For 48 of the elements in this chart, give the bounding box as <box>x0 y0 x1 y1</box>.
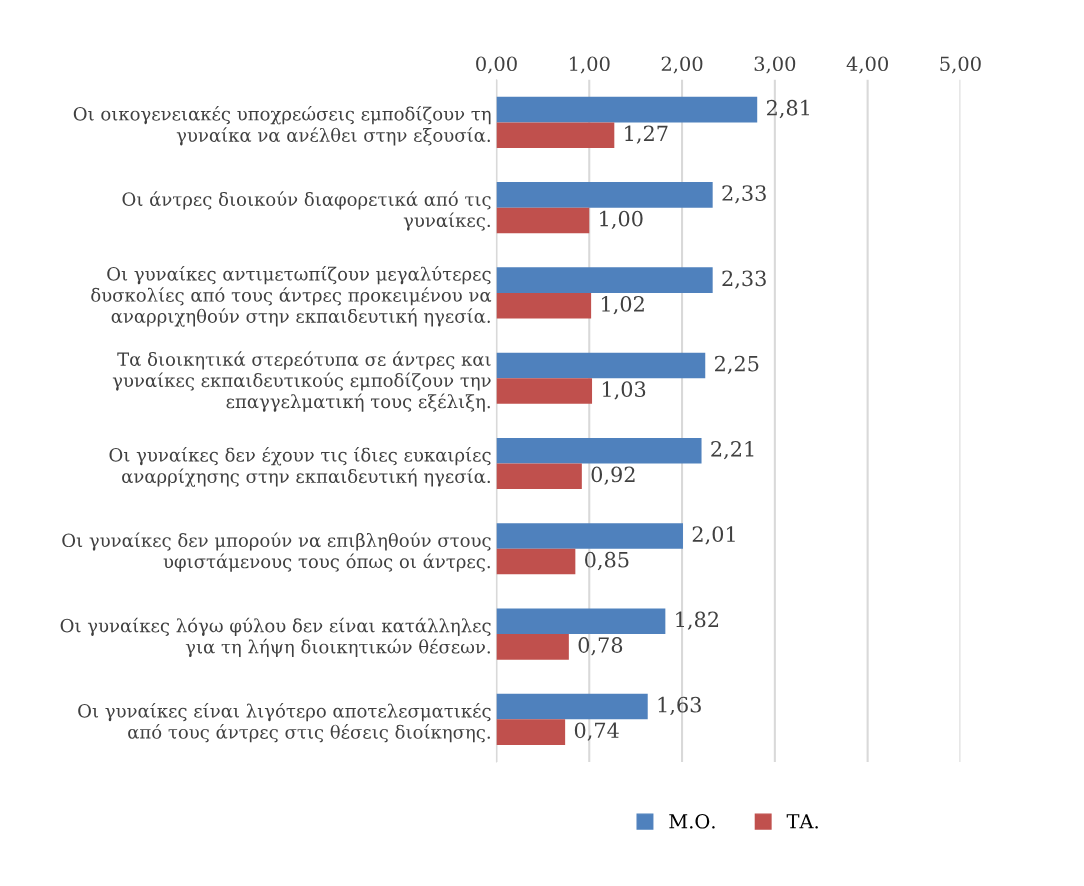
bar <box>496 207 590 234</box>
data-label: 2,25 <box>715 355 759 375</box>
bar <box>496 719 566 745</box>
data-label: 1,63 <box>658 696 701 716</box>
data-label: 1,00 <box>600 210 643 230</box>
x-tick-label: 1,00 <box>569 56 610 74</box>
bar <box>496 182 713 208</box>
y-tick-label: Οι γυναίκες δεν έχουν τις ίδιες ευκαιρίες αναρρίχησης στην εκπαιδευτική ηγεσία. <box>109 447 491 487</box>
y-tick-label: Οι γυναίκες δεν μπορούν να επιβληθούν στους υφιστάμενους τους όπως οι άντρες. <box>62 532 491 572</box>
y-tick-label: Οι γυναίκες είναι λιγότερο αποτελεσματικές από τους άντρες στις θέσεις διοίκησης. <box>78 702 491 743</box>
data-label: 2,21 <box>711 440 754 460</box>
y-tick-label: Οι οικογενειακές υποχρεώσεις εμποδίζουν τη γυναίκα να ανέλθει στην εξουσία. <box>73 105 491 146</box>
data-label: 0,85 <box>585 551 629 571</box>
bar <box>496 96 758 123</box>
data-label: 1,02 <box>601 296 644 315</box>
data-label: 0,74 <box>574 722 619 741</box>
legend-label: Μ.Ο. <box>669 813 715 829</box>
x-tick-label: 3,00 <box>754 56 796 74</box>
bar <box>496 122 615 148</box>
bar <box>496 523 683 549</box>
bar <box>496 352 706 379</box>
bar <box>496 292 592 319</box>
y-tick-label: Οι γυναίκες λόγω φύλου δεν είναι κατάλληλες για τη λήψη διοικητικών θέσεων. <box>60 617 491 658</box>
bar <box>496 608 666 635</box>
data-label: 1,27 <box>625 125 668 144</box>
data-label: 2,33 <box>722 185 766 204</box>
bar <box>496 693 648 720</box>
bar <box>496 378 593 404</box>
data-label: 2,81 <box>766 99 809 119</box>
data-label: 0,92 <box>591 466 635 485</box>
data-label: 0,78 <box>578 637 623 656</box>
bar <box>496 548 576 575</box>
bar <box>496 634 569 660</box>
bar <box>496 267 713 293</box>
y-tick-label: Τα διοικητικά στερεότυπα σε άντρες και γυναίκες εκπαιδευτικούς εμποδίζουν την επαγγελματική τους εξέλιξη. <box>112 351 491 412</box>
x-tick-label: 5,00 <box>940 56 981 74</box>
bar <box>496 437 702 464</box>
x-tick-label: 2,00 <box>661 56 703 74</box>
bar <box>496 463 582 490</box>
x-tick-label: 0,00 <box>476 56 517 74</box>
data-label: 1,03 <box>602 381 646 400</box>
y-tick-label: Οι γυναίκες αντιμετωπίζουν μεγαλύτερες δυσκολίες από τους άντρες προκειμένου να αναρριχηθούν στην εκπαιδευτική ηγεσία. <box>91 266 492 327</box>
data-label: 2,33 <box>722 270 766 289</box>
legend-label: ΤΑ. <box>786 814 818 829</box>
data-label: 1,82 <box>676 611 719 630</box>
data-label: 2,01 <box>692 526 735 545</box>
x-tick-label: 4,00 <box>846 56 888 74</box>
y-tick-label: Οι άντρες διοικούν διαφορετικά από τις γυναίκες. <box>122 191 491 231</box>
